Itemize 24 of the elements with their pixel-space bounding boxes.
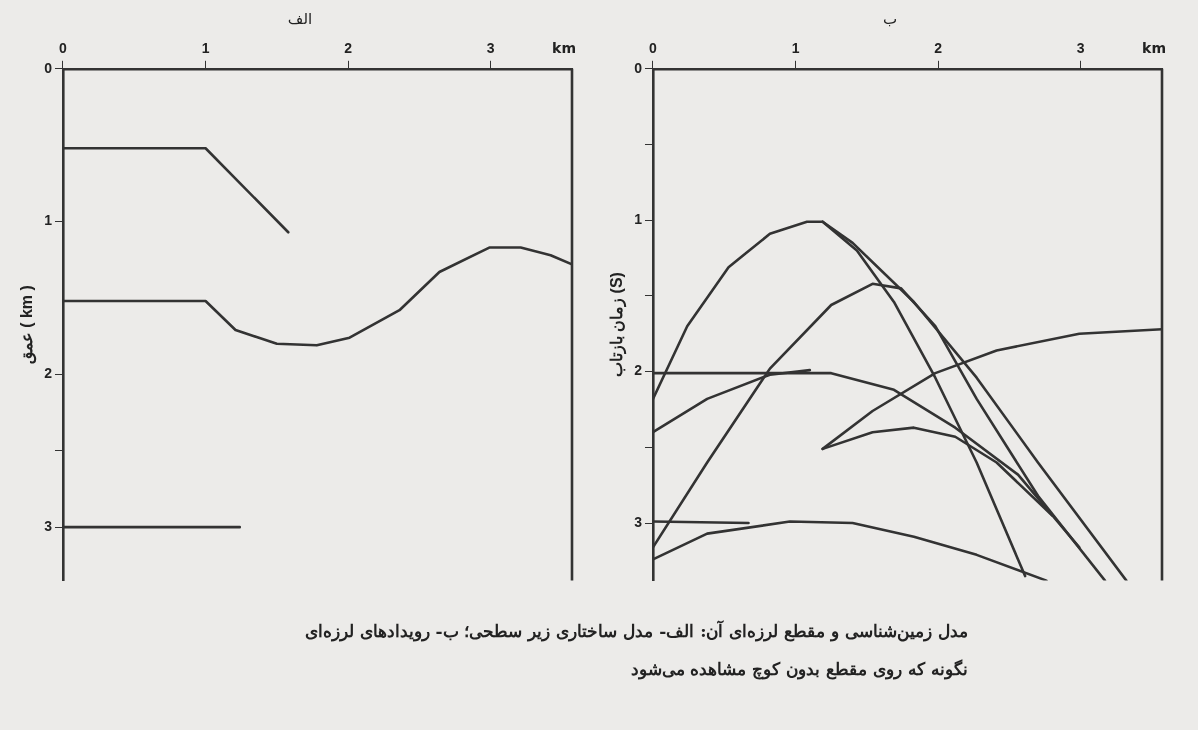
- x-tick-label: 2: [344, 40, 353, 57]
- y-tick-label: 3: [44, 517, 53, 534]
- y-axis-title: زمان بازتاب (S): [608, 272, 628, 378]
- y-tick-label: 1: [634, 211, 643, 228]
- x-tick-label: 0: [649, 40, 658, 57]
- y-axis-title: عمق ( km ): [18, 285, 38, 365]
- x-tick-label: 1: [201, 40, 210, 57]
- x-tick-label: 0: [59, 40, 68, 57]
- y-tick-label: 0: [634, 59, 643, 76]
- y-tick-label: 2: [634, 362, 643, 379]
- text: مدل زمین‌شناسی و مقطع لرزه‌ای آن: الف- مدل ساختاری زیر سطحی؛ ب- رویدادهای لرزه‌ای: [303, 619, 968, 644]
- chart-title: ب: [881, 10, 899, 28]
- x-tick-label: 1: [791, 40, 800, 57]
- text: نگونه که روی مقطع بدون کوچ مشاهده می‌شود: [629, 658, 968, 682]
- chart-title: الف: [286, 10, 314, 28]
- y-tick-label: 3: [634, 513, 643, 530]
- x-axis-title: km: [1142, 40, 1166, 57]
- x-axis-title: km: [552, 40, 576, 57]
- x-tick-label: 2: [934, 40, 943, 57]
- y-tick-label: 0: [44, 59, 53, 76]
- x-tick-label: 3: [1076, 40, 1085, 57]
- x-tick-label: 3: [486, 40, 495, 57]
- y-tick-label: 1: [44, 212, 53, 229]
- y-tick-label: 2: [44, 365, 53, 382]
